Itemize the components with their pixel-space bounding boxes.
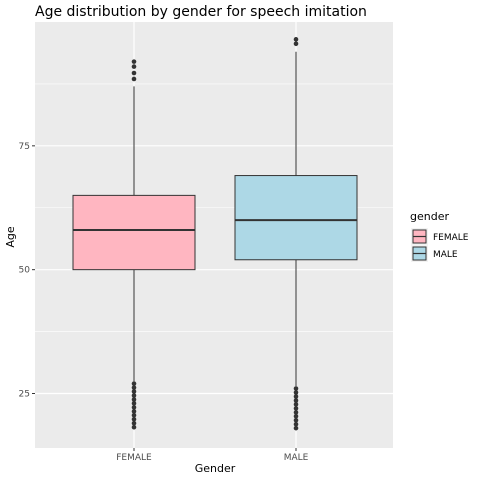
outlier-point	[293, 390, 299, 395]
outlier-point	[131, 59, 137, 64]
outlier-point	[131, 70, 137, 76]
box-female	[72, 59, 196, 430]
outlier-point	[293, 421, 299, 427]
outlier-point	[131, 401, 137, 406]
outlier-point	[293, 413, 299, 419]
outlier-point	[293, 410, 299, 415]
outlier-point	[131, 76, 137, 82]
outlier-point	[131, 385, 137, 390]
y-tick-label: 75	[19, 142, 30, 152]
outlier-point	[131, 405, 137, 410]
y-tick-label: 25	[19, 390, 30, 400]
y-axis-title: Age	[4, 226, 17, 248]
outlier-point	[131, 389, 137, 394]
outlier-point	[131, 413, 137, 418]
outlier-point	[131, 420, 137, 426]
legend-label: FEMALE	[433, 233, 469, 243]
outlier-point	[293, 394, 299, 399]
outlier-point	[293, 37, 299, 42]
outlier-point	[131, 393, 137, 398]
y-tick-label: 50	[19, 266, 31, 276]
outlier-point	[293, 41, 299, 47]
outlier-point	[293, 386, 299, 391]
x-tick-label: FEMALE	[116, 453, 152, 463]
box-male	[234, 37, 358, 431]
box-body	[72, 194, 196, 271]
chart-title: Age distribution by gender for speech im…	[35, 4, 367, 20]
outlier-point	[293, 425, 299, 431]
outlier-point	[131, 381, 137, 386]
outlier-point	[131, 397, 137, 402]
outlier-point	[293, 417, 299, 423]
boxes	[72, 37, 358, 431]
x-tick-label: MALE	[284, 453, 309, 463]
legend: gender FEMALE MALE	[410, 210, 469, 262]
outlier-point	[131, 64, 137, 69]
outlier-point	[293, 398, 299, 403]
outlier-point	[293, 406, 299, 411]
outlier-point	[131, 424, 137, 430]
axes: 25 50 75 FEMALE MALE	[19, 142, 309, 463]
outlier-point	[131, 416, 137, 422]
legend-title: gender	[410, 210, 449, 223]
box-body	[234, 175, 358, 261]
legend-label: MALE	[433, 250, 458, 260]
outlier-point	[131, 409, 137, 414]
x-axis-title: Gender	[195, 462, 236, 475]
outlier-point	[293, 402, 299, 407]
